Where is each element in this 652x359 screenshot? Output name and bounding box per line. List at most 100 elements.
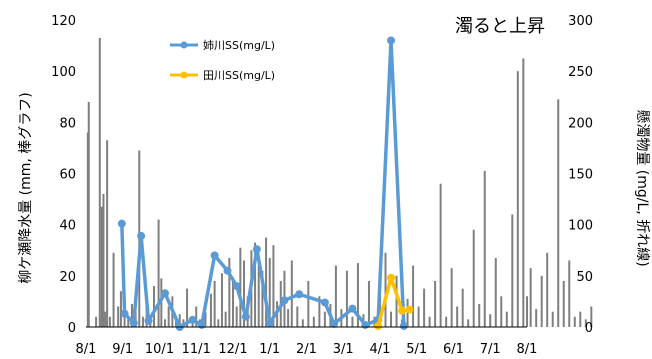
x-tick-1: 9/1 xyxy=(112,342,133,357)
precip-bar-37 xyxy=(220,273,223,327)
y-axis-right-title: 懸濁物量 (mg/L, 折れ線) xyxy=(634,109,650,266)
series-0-point-11 xyxy=(232,282,241,291)
precip-bar-105 xyxy=(557,99,560,327)
x-tick-7: 3/1 xyxy=(333,342,354,357)
x-tick-9: 5/1 xyxy=(406,342,427,357)
precip-bar-47 xyxy=(257,265,260,327)
precip-bar-60 xyxy=(312,316,315,327)
precip-bar-48 xyxy=(261,270,264,327)
x-tick-5: 1/1 xyxy=(259,342,280,357)
series-0-point-14 xyxy=(265,318,274,327)
x-tick-8: 4/1 xyxy=(370,342,391,357)
x-tick-2: 10/1 xyxy=(145,342,174,357)
series-0-point-0 xyxy=(117,219,126,228)
precip-bar-98 xyxy=(522,58,525,327)
precip-bar-110 xyxy=(584,319,587,327)
precip-bar-80 xyxy=(423,288,426,327)
precip-bar-106 xyxy=(562,280,565,327)
precip-bar-73 xyxy=(384,252,387,327)
precip-bar-8 xyxy=(108,316,111,327)
y-left-tick-4: 80 xyxy=(59,116,76,131)
x-tick-11: 7/1 xyxy=(480,342,501,357)
annotation: 濁ると上昇 xyxy=(455,16,545,37)
series-0-point-9 xyxy=(210,251,219,260)
series-0-point-17 xyxy=(320,298,329,307)
series-0-point-13 xyxy=(252,245,261,254)
y-axis-left-title: 柳ケ瀬降水量 (mm, 棒グラフ) xyxy=(17,92,34,284)
series-1-point-3 xyxy=(405,305,414,314)
precip-bar-84 xyxy=(445,316,448,327)
legend-label-anegawa: 姉川SS(mg/L) xyxy=(203,38,275,52)
precip-bar-27 xyxy=(178,314,181,327)
precip-bar-81 xyxy=(428,316,431,327)
precip-bar-38 xyxy=(224,311,227,327)
precip-bar-46 xyxy=(254,242,257,327)
precip-bar-88 xyxy=(467,319,470,327)
precip-bar-109 xyxy=(579,311,582,327)
precip-bar-36 xyxy=(217,319,220,327)
precip-bar-13 xyxy=(127,316,130,327)
series-0-point-4 xyxy=(144,316,153,325)
precip-bar-62 xyxy=(323,311,326,327)
precip-bar-40 xyxy=(232,278,234,327)
precip-bar-1 xyxy=(87,101,90,327)
axes: 0 20 40 60 80 100 120 0 50 100 150 200 250 300 8/1 9/1 1… xyxy=(51,14,593,357)
y-right-tick-0: 0 xyxy=(585,321,593,336)
y-left-tick-0: 0 xyxy=(68,321,76,336)
precip-bar-5 xyxy=(102,193,105,327)
y-right-tick-2: 100 xyxy=(568,219,593,234)
precip-bar-9 xyxy=(112,252,115,327)
precip-bar-23 xyxy=(164,319,167,327)
x-tick-0: 8/1 xyxy=(76,342,97,357)
precip-bar-78 xyxy=(412,265,415,327)
x-tick-3: 11/1 xyxy=(182,342,211,357)
precip-bar-41 xyxy=(235,306,238,327)
y-right-tick-5: 250 xyxy=(568,65,593,80)
precip-bar-74 xyxy=(390,311,393,327)
precip-bar-86 xyxy=(456,306,459,327)
y-right-tick-6: 300 xyxy=(568,14,593,29)
ss-lines xyxy=(117,36,414,331)
precip-bar-96 xyxy=(511,214,514,327)
series-line-0 xyxy=(120,38,406,329)
x-tick-6: 2/1 xyxy=(296,342,317,357)
series-0-point-3 xyxy=(137,231,146,240)
precip-bar-34 xyxy=(209,293,212,327)
precipitation-bars xyxy=(86,37,593,328)
precip-bar-75 xyxy=(395,275,398,327)
precip-bar-64 xyxy=(334,265,337,327)
series-0-point-16 xyxy=(295,290,304,299)
precip-bar-82 xyxy=(434,280,437,327)
legend-marker-anegawa xyxy=(180,41,188,49)
y-left-tick-6: 120 xyxy=(51,14,76,29)
series-0-point-18 xyxy=(330,319,339,328)
precip-bar-97 xyxy=(516,71,519,328)
precip-bar-94 xyxy=(500,296,503,327)
precip-bar-68 xyxy=(356,263,359,327)
precip-bar-111 xyxy=(590,306,593,327)
series-0-point-2 xyxy=(129,318,138,327)
series-1-point-1 xyxy=(387,273,396,282)
precip-bar-12 xyxy=(123,309,126,327)
series-0-point-10 xyxy=(223,266,232,275)
precip-bar-43 xyxy=(243,260,246,327)
precip-bar-31 xyxy=(195,306,198,327)
precip-bar-95 xyxy=(505,311,508,327)
x-tick-10: 6/1 xyxy=(443,342,464,357)
precip-bar-11 xyxy=(119,291,122,327)
y-right-tick-1: 50 xyxy=(576,270,593,285)
precip-bar-24 xyxy=(167,306,170,327)
precip-bar-55 xyxy=(287,309,290,327)
precip-bar-91 xyxy=(483,170,486,327)
precip-bar-14 xyxy=(130,303,133,327)
precip-bar-35 xyxy=(213,280,216,327)
legend-item-tagawa: 田川SS(mg/L) xyxy=(170,69,275,82)
precip-bar-7 xyxy=(106,140,109,327)
y-right-tick-4: 200 xyxy=(568,116,593,131)
precip-bar-92 xyxy=(489,314,492,327)
precip-bar-17 xyxy=(141,316,144,327)
precip-bar-90 xyxy=(478,303,481,327)
precip-bar-50 xyxy=(268,257,271,327)
series-0-point-5 xyxy=(161,289,170,298)
